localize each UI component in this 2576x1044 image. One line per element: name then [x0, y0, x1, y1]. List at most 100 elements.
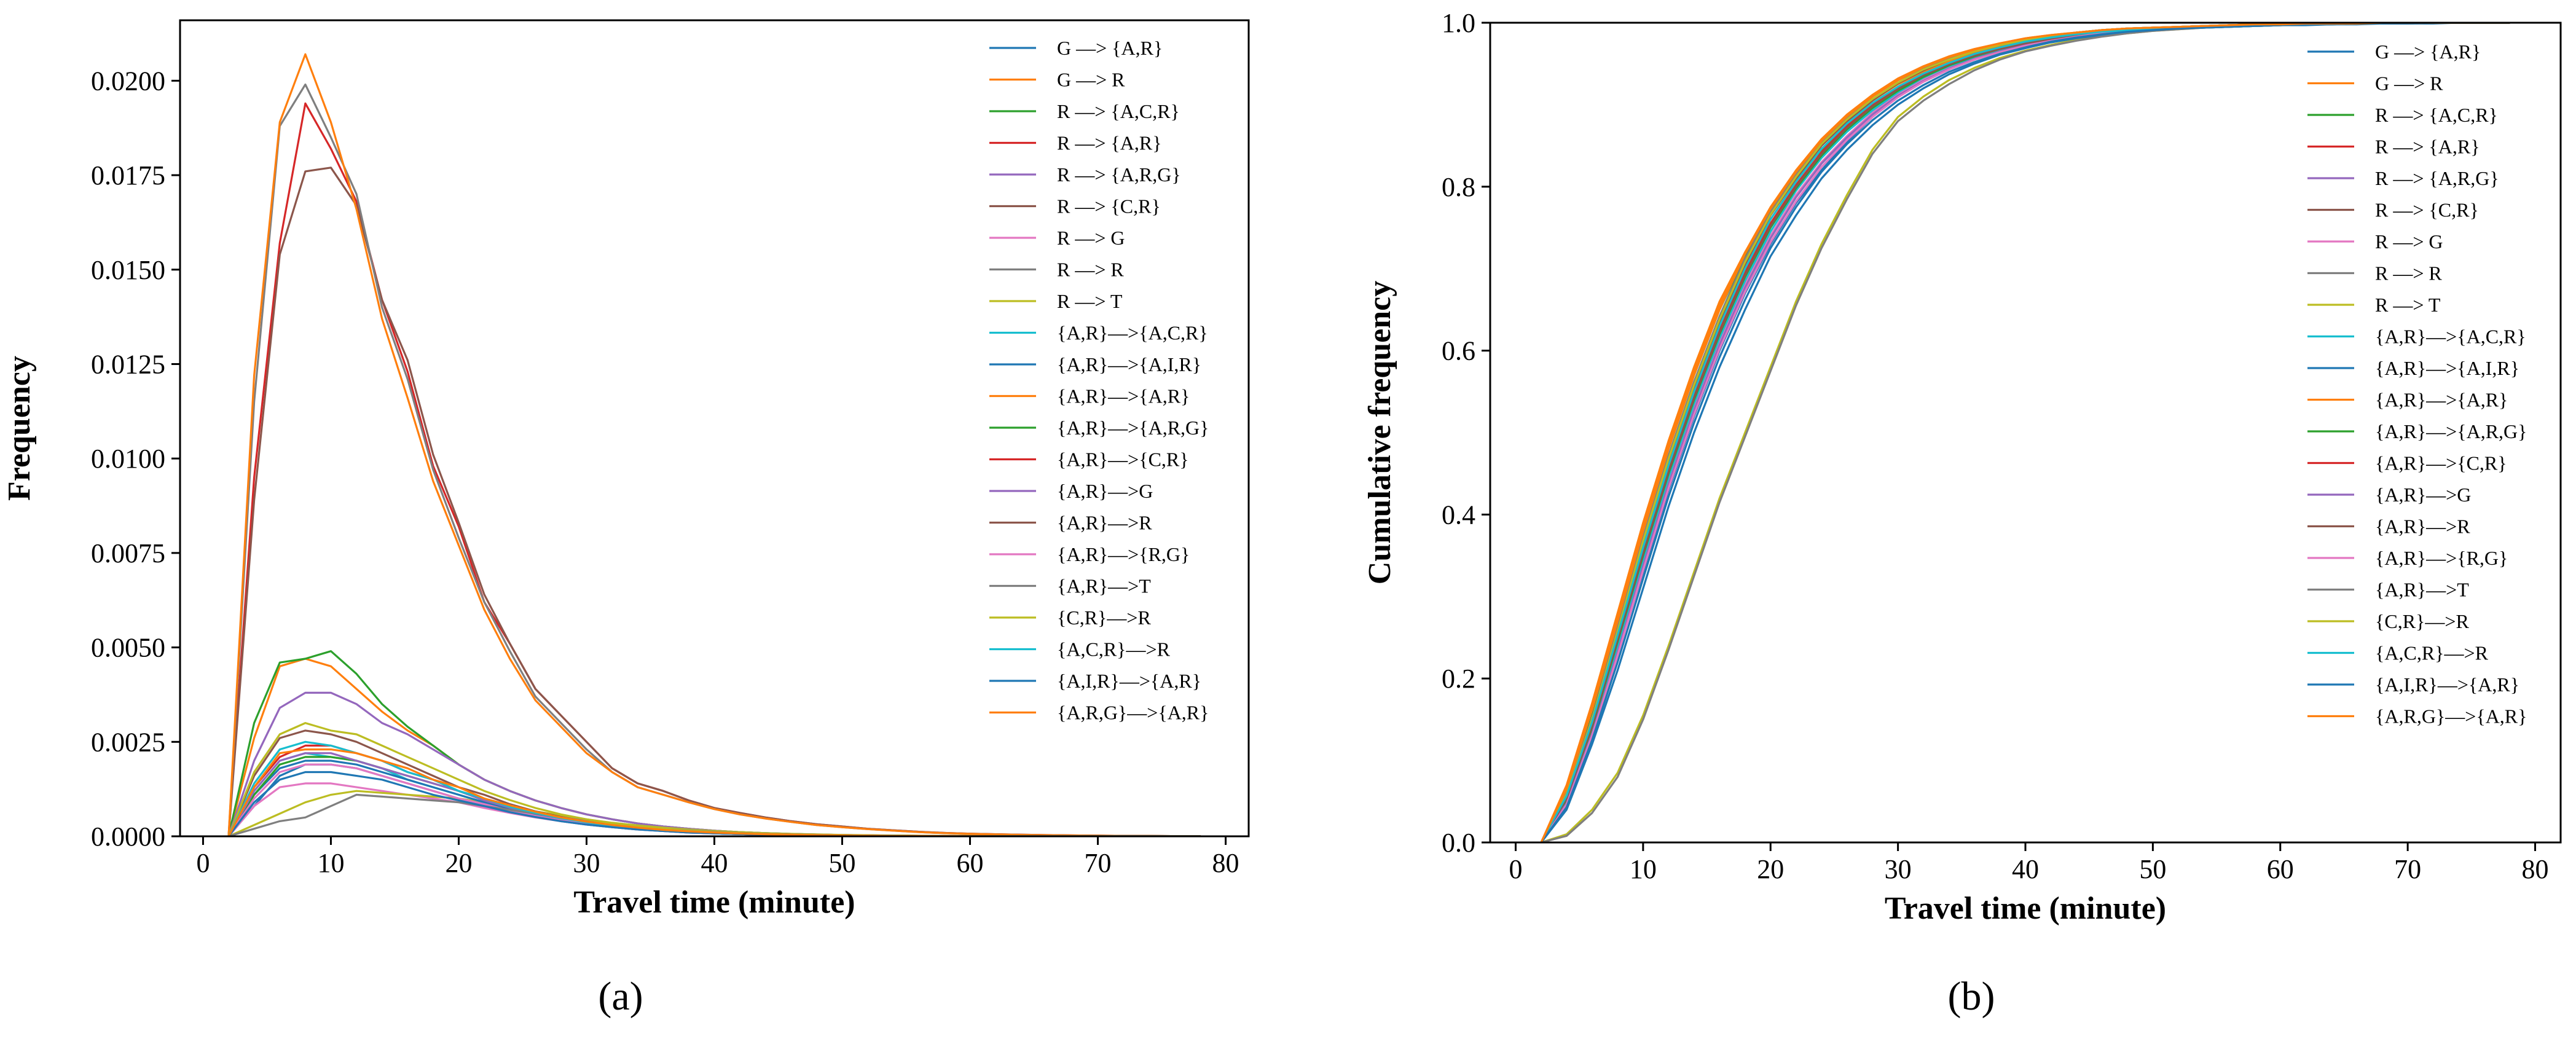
legend-label-20: {A,I,R}—>{A,R}: [2375, 673, 2519, 696]
legend-label-8: R —> T: [2375, 294, 2441, 316]
legend-label-18: {C,R}—>R: [2375, 610, 2469, 632]
series-line-0: [227, 763, 1201, 836]
x-tick-label: 0: [1509, 854, 1522, 884]
legend-label-8: R —> T: [1057, 290, 1123, 312]
legend-label-19: {A,C,R}—>R: [2375, 642, 2489, 664]
chart-panel-b: 0 10 20 30 40 50 60 70 80 0.0 0.2 0.4 0.6 0.8 1.0 Trave…: [1362, 8, 2562, 1019]
x-tick-label: 80: [2522, 854, 2549, 884]
series-line-7: [227, 83, 1201, 836]
legend-label-12: {A,R}—>{A,R,G}: [1057, 417, 1209, 439]
y-tick-label: 0.2: [1442, 664, 1475, 694]
y-tick-label: 0.8: [1442, 172, 1475, 202]
legend-label-11: {A,R}—>{A,R}: [2375, 389, 2508, 411]
legend-label-1: G —> R: [2375, 73, 2443, 95]
legend-label-21: {A,R,G}—>{A,R}: [2375, 705, 2527, 728]
legend-label-6: R —> G: [1057, 227, 1125, 249]
legend: G —> {A,R} G —> R R —> {A,C,R} R —> {A,R} R …: [2307, 41, 2527, 728]
legend-label-18: {C,R}—>R: [1057, 606, 1151, 629]
legend-label-5: R —> {C,R}: [1057, 195, 1161, 218]
panel-label: (b): [1948, 974, 1995, 1019]
series-line-11: [227, 53, 1201, 836]
series-line-8: [227, 790, 1201, 836]
legend-label-17: {A,R}—>T: [1057, 575, 1151, 597]
x-tick-label: 60: [957, 848, 984, 878]
legend-label-2: R —> {A,C,R}: [1057, 100, 1180, 122]
legend-label-2: R —> {A,C,R}: [2375, 104, 2498, 126]
y-tick-label: 0.0000: [91, 822, 165, 852]
y-tick-label: 0.0125: [91, 349, 165, 379]
legend-label-9: {A,R}—>{A,C,R}: [2375, 326, 2526, 348]
legend-label-15: {A,R}—>R: [2375, 516, 2470, 538]
y-tick-label: 0.0075: [91, 538, 165, 568]
series-lines: [227, 53, 1201, 836]
legend-label-7: R —> R: [1057, 259, 1124, 281]
y-tick-label: 0.4: [1442, 500, 1475, 530]
y-tick-label: 0.0050: [91, 633, 165, 663]
series-line-15: [227, 729, 1201, 836]
y-axis-title: Frequency: [2, 356, 37, 501]
series-line-10: [227, 759, 1201, 836]
y-tick-label: 0.0150: [91, 255, 165, 285]
x-tick-label: 20: [1757, 854, 1784, 884]
legend-label-19: {A,C,R}—>R: [1057, 638, 1171, 661]
x-tick-label: 30: [573, 848, 600, 878]
y-tick-label: 1.0: [1442, 8, 1475, 38]
legend-label-21: {A,R,G}—>{A,R}: [1057, 702, 1209, 724]
x-tick-label: 20: [445, 848, 472, 878]
chart-panel-a: 0 10 20 30 40 50 60 70 80 0.0000 0.0025 0.0050 0.007…: [2, 19, 1250, 1019]
legend-label-7: R —> R: [2375, 262, 2442, 285]
legend-label-4: R —> {A,R,G}: [1057, 163, 1181, 186]
panel-label: (a): [598, 974, 643, 1019]
legend-label-4: R —> {A,R,G}: [2375, 167, 2499, 189]
legend-label-0: G —> {A,R}: [1057, 37, 1163, 59]
legend-label-3: R —> {A,R}: [2375, 136, 2480, 158]
legend-label-13: {A,R}—>{C,R}: [1057, 449, 1189, 471]
series-line-14: [227, 752, 1201, 836]
x-axis-title: Travel time (minute): [573, 885, 855, 920]
series-line-3: [227, 102, 1201, 836]
x-tick-label: 10: [1630, 854, 1657, 884]
x-tick-label: 40: [701, 848, 728, 878]
x-tick-label: 80: [1212, 848, 1239, 878]
series-line-5: [227, 167, 1201, 836]
legend-label-14: {A,R}—>G: [1057, 480, 1153, 502]
series-line-14: [1540, 23, 2511, 842]
series-line-20: [227, 771, 1201, 836]
series-line-16: [227, 763, 1201, 836]
series-lines: [1540, 23, 2511, 842]
legend-label-9: {A,R}—>{A,C,R}: [1057, 322, 1208, 344]
legend: G —> {A,R} G —> R R —> {A,C,R} R —> {A,R} R …: [989, 37, 1209, 724]
y-tick-label: 0.6: [1442, 336, 1475, 366]
legend-label-1: G —> R: [1057, 69, 1125, 91]
x-tick-label: 60: [2267, 854, 2294, 884]
legend-label-20: {A,I,R}—>{A,R}: [1057, 670, 1201, 692]
y-axis-title: Cumulative frequency: [1362, 281, 1397, 584]
legend-label-10: {A,R}—>{A,I,R}: [2375, 357, 2519, 379]
x-tick-label: 10: [317, 848, 344, 878]
legend-label-0: G —> {A,R}: [2375, 41, 2481, 63]
y-tick-label: 0.0200: [91, 66, 165, 96]
legend-label-10: {A,R}—>{A,I,R}: [1057, 353, 1201, 375]
legend-label-16: {A,R}—>{R,G}: [1057, 543, 1190, 565]
legend-label-12: {A,R}—>{A,R,G}: [2375, 420, 2527, 442]
x-tick-label: 70: [2394, 854, 2421, 884]
legend-label-17: {A,R}—>T: [2375, 579, 2469, 601]
y-tick-label: 0.0175: [91, 160, 165, 190]
legend-label-6: R —> G: [2375, 230, 2443, 253]
x-tick-label: 40: [2012, 854, 2039, 884]
y-tick-label: 0.0100: [91, 444, 165, 474]
x-tick-label: 50: [2139, 854, 2166, 884]
series-line-18: [227, 721, 1201, 836]
legend-label-3: R —> {A,R}: [1057, 132, 1162, 154]
x-tick-label: 50: [829, 848, 856, 878]
x-tick-label: 0: [196, 848, 210, 878]
legend-label-13: {A,R}—>{C,R}: [2375, 452, 2507, 474]
legend-label-16: {A,R}—>{R,G}: [2375, 547, 2508, 569]
legend-label-14: {A,R}—>G: [2375, 484, 2471, 506]
x-axis-title: Travel time (minute): [1885, 891, 2166, 926]
legend-label-11: {A,R}—>{A,R}: [1057, 385, 1190, 407]
x-tick-label: 30: [1885, 854, 1912, 884]
y-tick-label: 0.0: [1442, 828, 1475, 858]
legend-label-5: R —> {C,R}: [2375, 199, 2479, 221]
